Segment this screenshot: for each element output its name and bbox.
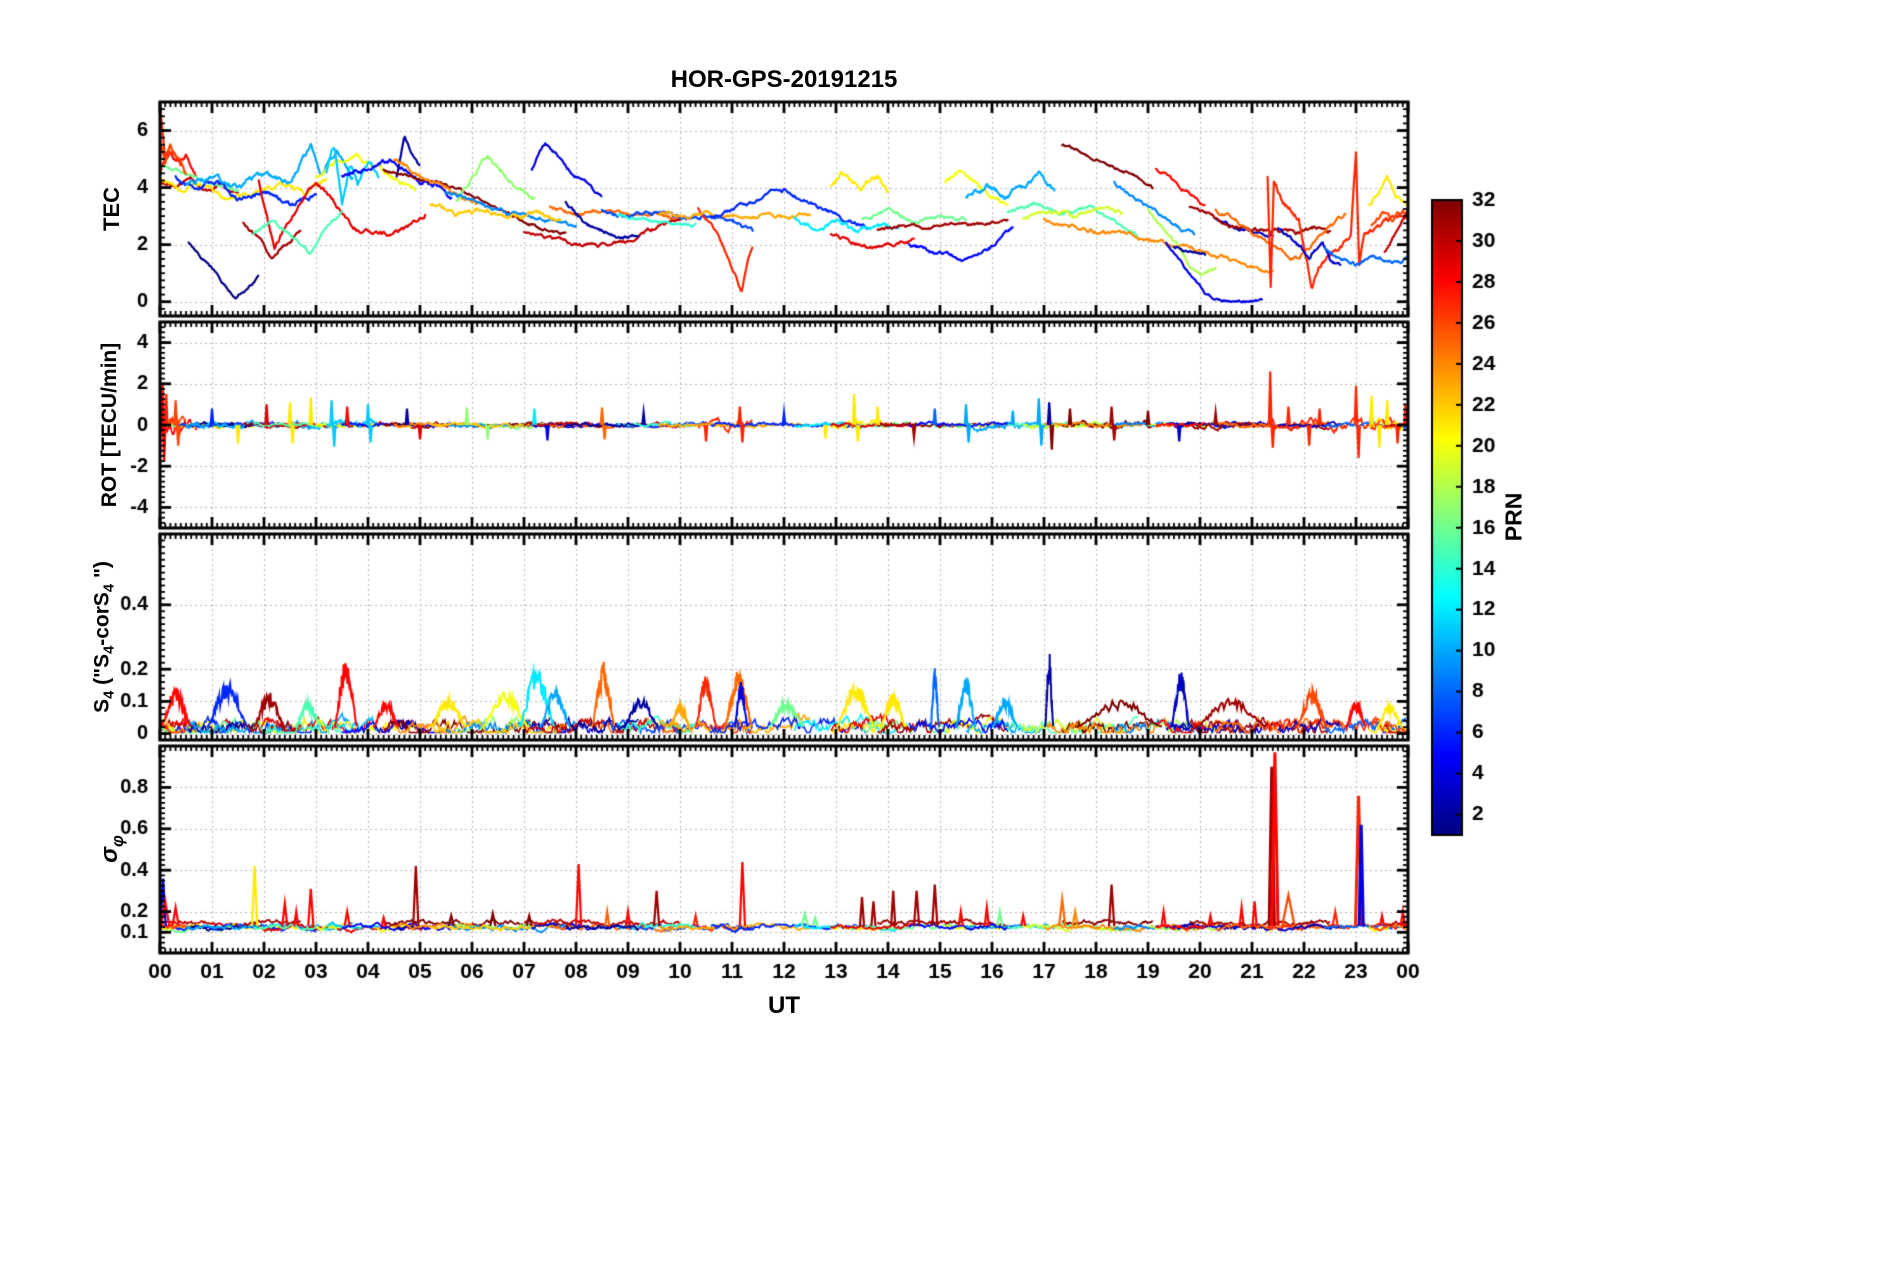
y-axis-label-s4: S4 ("S4-corS4 ") (90, 561, 117, 713)
s4-label-sub: 4 (101, 690, 118, 699)
y-axis-label-rot: ROT [TECU/min] (98, 342, 121, 508)
s4-label-sub: 4 (101, 645, 118, 654)
s4-label-part: ("S (90, 653, 114, 691)
s4-label-part: ") (90, 561, 114, 584)
x-axis-label: UT (768, 992, 800, 1019)
sigma-label-main: σ (96, 846, 124, 863)
s4-label-part: -corS (90, 592, 114, 646)
colorbar-label: PRN (1500, 492, 1527, 542)
s4-label-sub: 4 (101, 583, 118, 593)
y-axis-label-sigma-phi: σφ (96, 835, 128, 863)
y-axis-label-tec: TEC (99, 187, 124, 231)
chart-title: HOR-GPS-20191215 (670, 66, 898, 93)
s4-label-part: S (90, 698, 114, 713)
sigma-label-sub: φ (107, 835, 127, 847)
